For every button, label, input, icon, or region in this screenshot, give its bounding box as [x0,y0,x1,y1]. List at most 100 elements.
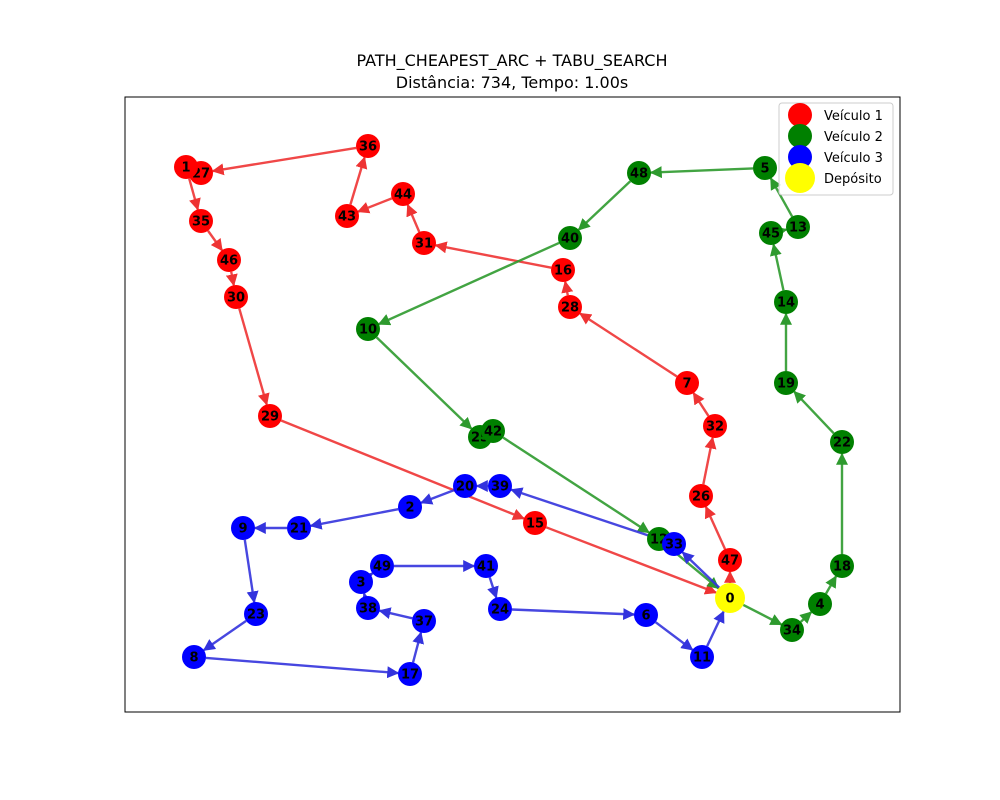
edge-v3-37-38 [378,607,413,620]
node-16 [551,258,575,282]
node-label-37: 37 [415,615,433,630]
edge-v1-35-46 [207,230,223,252]
node-label-48: 48 [630,167,648,182]
node-label-35: 35 [192,215,210,230]
node-label-43: 43 [338,210,356,225]
edge-v1-43-36 [349,156,368,205]
legend: Veículo 1 Veículo 2 Veículo 3 Depósito [778,102,894,196]
edge-v2-42-12 [502,436,650,534]
node-8 [182,645,206,669]
node-34 [780,618,804,642]
node-label-1: 1 [181,161,190,176]
node-label-4: 4 [815,598,824,613]
node-label-45: 45 [762,227,780,242]
node-label-31: 31 [415,237,433,252]
node-label-26: 26 [692,490,710,505]
node-label-10: 10 [359,323,377,338]
node-label-42: 42 [484,425,502,440]
node-5 [753,156,777,180]
edge-v1-15-0 [545,526,718,595]
edge-v2-45-13 [774,226,788,238]
edge-v1-30-29 [238,308,270,406]
node-label-21: 21 [290,522,308,537]
node-label-49: 49 [373,560,391,575]
node-22 [830,430,854,454]
node-36 [356,134,380,158]
node-28 [558,295,582,319]
node-41 [474,554,498,578]
node-37 [412,609,436,633]
legend-label-depot: Depósito [824,172,882,187]
edge-v3-38-3 [361,592,373,606]
node-18 [830,554,854,578]
node-label-33: 33 [665,538,683,553]
edge-v3-33-39 [510,487,663,542]
node-label-3: 3 [356,576,365,591]
edge-v3-9-23 [243,539,259,604]
node-label-16: 16 [554,264,572,279]
edge-v3-6-11 [654,621,694,651]
node-15 [523,511,547,535]
node-24 [488,597,512,621]
edge-v3-23-8 [202,619,247,652]
node-label-36: 36 [359,140,377,155]
node-label-5: 5 [760,162,769,177]
edge-v2-4-18 [824,575,838,595]
edge-v3-11-0 [706,610,725,647]
edge-v1-32-7 [692,392,710,417]
node-label-11: 11 [693,651,711,666]
edge-v2-5-48 [649,166,754,179]
node-label-8: 8 [189,651,198,666]
edge-v2-10-25 [375,336,473,430]
node-14 [774,290,798,314]
node-label-40: 40 [561,232,579,247]
route-edges [188,146,848,679]
route-nodes: 4726327281631444336271354630291534418221… [174,134,854,686]
node-label-44: 44 [394,188,412,203]
depot-label: 0 [725,592,734,607]
edge-v3-2-21 [309,508,399,530]
node-19 [774,371,798,395]
node-10 [356,317,380,341]
node-label-9: 9 [238,522,247,537]
node-label-24: 24 [491,603,509,618]
node-17 [398,662,422,686]
node-label-38: 38 [359,602,377,617]
edge-v3-8-17 [205,656,400,679]
node-47 [718,548,742,572]
edge-v2-40-10 [377,241,560,326]
node-31 [412,231,436,255]
node-29 [258,404,282,428]
node-label-41: 41 [477,560,495,575]
edge-v2-34-4 [799,611,813,624]
legend-label-vehicle-1: Veículo 1 [824,109,883,124]
node-label-30: 30 [227,291,245,306]
edge-v1-28-16 [561,280,574,296]
node-label-47: 47 [721,554,739,569]
node-13 [786,215,810,239]
edge-v1-47-26 [704,505,727,550]
node-7 [675,371,699,395]
legend-label-vehicle-2: Veículo 2 [824,130,883,145]
node-label-20: 20 [456,480,474,495]
node-43 [335,204,359,228]
node-39 [488,474,512,498]
legend-marker-vehicle-3 [788,145,812,169]
node-label-2: 2 [405,501,414,516]
edge-v2-13-5 [769,177,794,218]
node-label-28: 28 [561,301,579,316]
edge-v3-41-24 [487,577,499,599]
node-label-39: 39 [491,480,509,495]
edge-v1-46-30 [225,271,238,287]
edge-v3-24-6 [511,608,636,621]
edge-v1-16-31 [434,241,552,269]
edge-v1-1-35 [188,178,201,211]
edge-v2-0-34 [742,603,783,626]
legend-marker-vehicle-1 [788,103,812,127]
node-4 [808,592,832,616]
node-label-14: 14 [777,296,795,311]
node-label-22: 22 [833,436,851,451]
legend-marker-vehicle-2 [788,124,812,148]
edge-v1-44-43 [357,197,393,214]
